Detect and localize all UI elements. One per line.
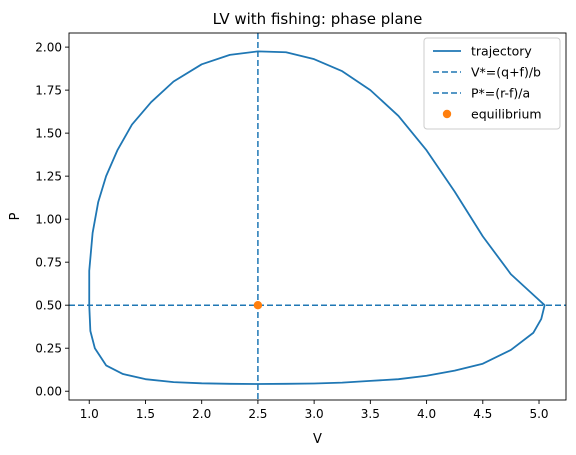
legend-label: equilibrium — [471, 107, 542, 122]
trajectory-line — [88, 50, 546, 385]
x-tick-label: 2.0 — [192, 407, 211, 421]
x-tick-label: 2.5 — [248, 407, 267, 421]
equilibrium-point — [253, 300, 263, 310]
legend-marker-equilibrium — [442, 109, 452, 119]
plot-border — [68, 32, 567, 401]
legend: trajectory V*=(q+f)/b P*=(r-f)/a equilibriu… — [423, 37, 561, 130]
chart-title: LV with fishing: phase plane — [213, 10, 423, 28]
data-layer — [69, 33, 566, 400]
y-tick-label: 0.75 — [35, 255, 62, 269]
legend-label: V*=(q+f)/b — [471, 65, 541, 80]
y-tick-label: 1.75 — [35, 83, 62, 97]
y-tick-label: 1.00 — [35, 212, 62, 226]
legend-frame — [423, 37, 561, 130]
y-tick-label: 0.00 — [35, 385, 62, 399]
y-axis: 0.00 0.25 0.50 0.75 1.00 1.25 1.50 1.75 2.00 — [35, 40, 69, 399]
x-tick-label: 1.5 — [136, 407, 155, 421]
x-axis: 1.0 1.5 2.0 2.5 3.0 3.5 4.0 4.5 5.0 — [80, 400, 549, 421]
legend-label: P*=(r-f)/a — [471, 86, 530, 101]
x-axis-title: V — [313, 432, 322, 447]
legend-items: trajectory V*=(q+f)/b P*=(r-f)/a equilibriu… — [433, 44, 542, 122]
x-tick-label: 4.5 — [473, 407, 492, 421]
x-tick-label: 3.5 — [361, 407, 380, 421]
y-tick-label: 2.00 — [35, 40, 62, 54]
x-tick-label: 4.0 — [417, 407, 436, 421]
x-tick-label: 5.0 — [529, 407, 548, 421]
y-tick-label: 1.25 — [35, 169, 62, 183]
x-tick-label: 3.0 — [305, 407, 324, 421]
y-tick-label: 0.50 — [35, 298, 62, 312]
y-tick-label: 0.25 — [35, 342, 62, 356]
y-axis-title: P — [8, 212, 23, 220]
x-tick-label: 1.0 — [80, 407, 99, 421]
legend-label: trajectory — [471, 44, 532, 59]
y-tick-label: 1.50 — [35, 126, 62, 140]
